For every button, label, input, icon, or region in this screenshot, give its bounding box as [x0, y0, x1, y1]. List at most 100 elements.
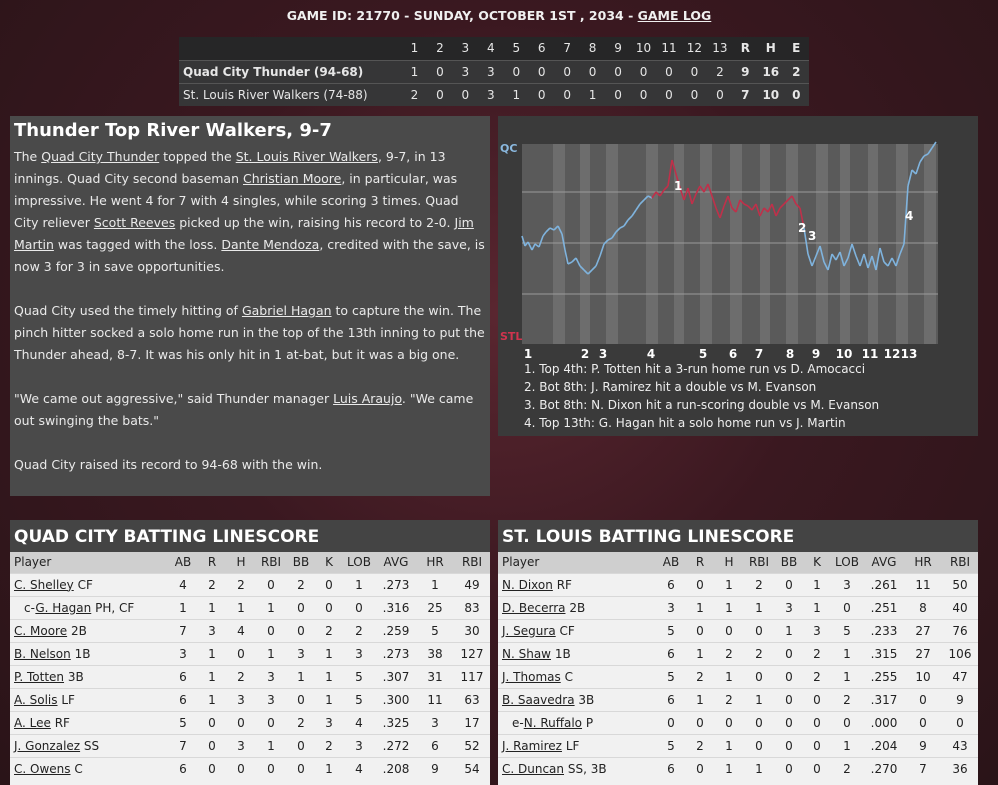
player-link[interactable]: J. Thomas: [502, 669, 561, 684]
stat-cell: .317: [864, 687, 904, 711]
player-link[interactable]: B. Saavedra: [502, 692, 575, 707]
stat-cell: 0: [942, 710, 978, 734]
inning-axis-label: 8: [786, 347, 794, 360]
player-link[interactable]: C. Shelley: [14, 577, 74, 592]
key-play-marker: 2: [798, 221, 806, 235]
probability-line-segment: [615, 227, 621, 233]
total-r: 7: [741, 87, 750, 102]
stat-cell: 0: [286, 756, 316, 780]
stat-cell: 6: [656, 641, 686, 665]
inning-runs: 0: [690, 64, 699, 79]
player-link[interactable]: C. Duncan: [502, 761, 565, 776]
player-link[interactable]: N. Shaw: [502, 646, 551, 661]
stat-cell: 1: [714, 572, 744, 596]
stat-cell: 0: [774, 687, 804, 711]
player-link[interactable]: N. Ruffalo: [523, 715, 583, 730]
probability-line-segment: [755, 203, 761, 217]
stat-cell: 5: [656, 664, 686, 688]
inning-stripe: [840, 144, 850, 344]
probability-line-segment: [799, 207, 805, 229]
stat-cell: 4: [342, 710, 376, 734]
player-link[interactable]: P. Totten: [14, 669, 65, 684]
stat-cell: 5: [830, 618, 864, 642]
stat-cell: 1: [714, 756, 744, 780]
stat-cell: 43: [942, 733, 978, 757]
stat-cell: .261: [864, 572, 904, 596]
probability-line-segment: [867, 255, 873, 269]
inning-header: 8: [588, 41, 597, 56]
player-link[interactable]: D. Becerra: [502, 600, 566, 615]
stat-cell: 5: [342, 664, 376, 688]
probability-line-segment: [855, 255, 861, 267]
player-link[interactable]: C. Moore: [14, 623, 68, 638]
player-link[interactable]: A. Solis: [14, 692, 58, 707]
stat-cell: 0: [804, 756, 830, 780]
stat-cell: 1: [830, 664, 864, 688]
player-position: 1B: [554, 646, 571, 661]
stat-cell: 1: [198, 687, 226, 711]
player-link[interactable]: Scott Reeves: [93, 215, 176, 230]
player-link[interactable]: Luis Araujo: [333, 391, 402, 406]
probability-line-segment: [545, 227, 551, 233]
game-log-link[interactable]: GAME LOG: [637, 8, 712, 23]
player-position: P: [585, 715, 594, 730]
player-link[interactable]: G. Hagan: [35, 600, 92, 615]
key-plays-list: 1. Top 4th: P. Totten hit a 3-run home r…: [524, 360, 879, 432]
probability-line-segment: [775, 207, 781, 217]
stat-cell: 0: [714, 710, 744, 734]
stat-cell: 0: [226, 641, 256, 665]
player-link[interactable]: C. Owens: [14, 761, 71, 776]
player-link[interactable]: J. Segura: [502, 623, 556, 638]
player-link[interactable]: Christian Moore: [243, 171, 342, 186]
player-link[interactable]: J. Gonzalez: [14, 738, 81, 753]
probability-line-segment: [875, 247, 881, 271]
batter-row: J. Segura CF 5 0 0 0 1 3 5.233 27 76: [498, 618, 978, 642]
player-link[interactable]: Jim Martin: [14, 215, 474, 252]
stat-cell: 2: [804, 641, 830, 665]
stat-cell: 1: [774, 618, 804, 642]
total-r: 9: [741, 64, 750, 79]
stat-cell: 6: [168, 687, 198, 711]
probability-line-segment: [887, 257, 893, 267]
stat-cell: 0: [744, 733, 774, 757]
batter-cell: J. Gonzalez SS: [10, 733, 168, 757]
inning-axis-label: 3: [599, 347, 607, 360]
probability-line-segment: [747, 205, 753, 211]
player-link[interactable]: St. Louis River Walkers: [235, 149, 378, 164]
stat-cell: 1: [256, 733, 286, 757]
inning-runs: 0: [588, 64, 597, 79]
stat-cell: 27: [904, 641, 942, 665]
stl-batting-panel: ST. LOUIS BATTING LINESCORE Player AB R H RB…: [498, 520, 978, 785]
key-play-note: 3. Bot 8th: N. Dixon hit a run-scoring d…: [524, 398, 880, 412]
player-position: RF: [54, 715, 70, 730]
stat-cell: 3: [316, 710, 342, 734]
player-link[interactable]: Quad City Thunder: [41, 149, 160, 164]
stat-cell: 1: [804, 572, 830, 596]
inning-runs: 0: [639, 64, 648, 79]
column-header: R: [686, 552, 714, 573]
stat-cell: 0: [686, 710, 714, 734]
key-play-marker: 4: [905, 209, 913, 223]
key-play-marker: 1: [674, 179, 682, 193]
inning-runs: 2: [716, 64, 724, 79]
qc-batting-panel: QUAD CITY BATTING LINESCORE Player AB R H RB…: [10, 520, 490, 785]
player-link[interactable]: B. Nelson: [14, 646, 71, 661]
stat-cell: 0: [830, 595, 864, 619]
player-link[interactable]: J. Ramirez: [502, 738, 562, 753]
player-link[interactable]: Dante Mendoza: [221, 237, 320, 252]
player-link[interactable]: N. Dixon: [502, 577, 553, 592]
probability-line-segment: [567, 261, 573, 265]
stat-cell: 3: [168, 641, 198, 665]
probability-line-segment: [627, 215, 633, 221]
column-header: H: [226, 552, 256, 573]
inning-header: 9: [614, 41, 622, 56]
probability-line-segment: [691, 193, 697, 205]
stat-cell: .272: [376, 733, 416, 757]
player-link[interactable]: A. Lee: [14, 715, 51, 730]
stat-cell: .233: [864, 618, 904, 642]
probability-line-segment: [651, 191, 657, 199]
player-link[interactable]: Gabriel Hagan: [241, 303, 332, 318]
probability-line-segment: [643, 195, 649, 201]
stat-cell: 0: [656, 710, 686, 734]
